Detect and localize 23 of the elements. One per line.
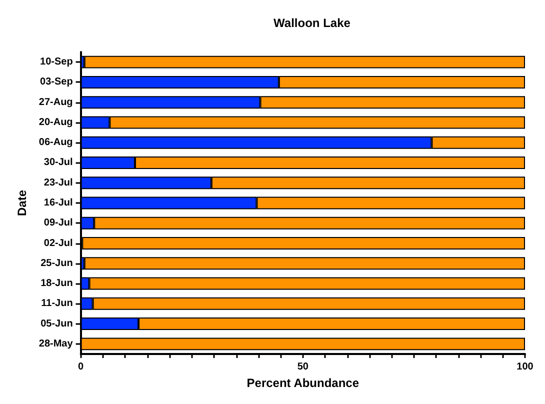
x-tick-label: 100 [516,362,534,372]
y-tick-label: 27-Aug [38,96,73,108]
y-tick-label: 25-Jun [40,258,73,269]
y-tick-label: 09-Jul [44,218,74,229]
x-tick-label: 50 [297,362,309,372]
y-tick-label: 02-Jul [44,238,74,249]
y-tick-label: 23-Jul [44,177,74,188]
y-tick-label: 20-Aug [38,116,73,128]
y-tick-label: 18-Jun [40,278,73,290]
y-tick-label: 28-May [38,338,74,350]
y-tick-label: 11-Jun [41,298,73,310]
y-tick-label: 06-Aug [38,137,73,148]
x-tick-label: 0 [78,362,84,372]
y-tick-label: 03-Sep [40,76,73,88]
y-tick-label: 05-Jun [40,318,73,330]
y-tick-label: 30-Jul [44,157,74,168]
y-axis-title: Date [15,190,29,216]
y-tick-label: 10-Sep [40,56,73,68]
bar [84,257,525,270]
chart-title: Walloon Lake [274,16,351,30]
x-axis-title: Percent Abundance [246,376,360,390]
bar [84,56,525,68]
y-tick-label: 16-Jul [44,198,74,208]
